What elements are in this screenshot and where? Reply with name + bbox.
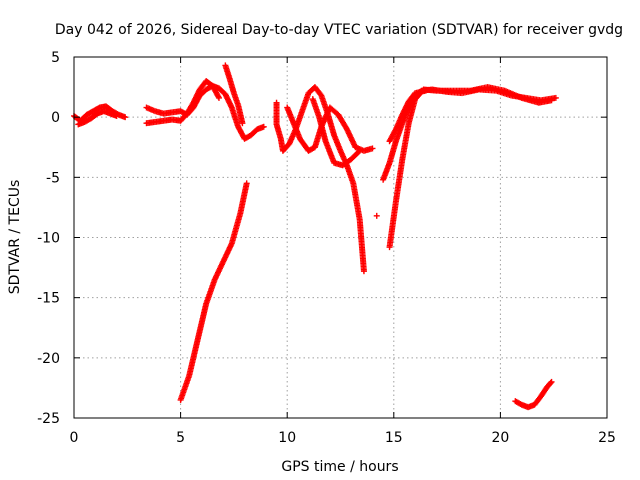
y-tick-label: -10 [37, 231, 60, 247]
data-point [552, 94, 559, 101]
axis-ticks: 0 5 10 15 20 25 5 0 -5 -10 -15 -20 -25 [37, 50, 616, 446]
data-point [122, 114, 129, 121]
data-point [113, 112, 120, 119]
data-point [215, 94, 222, 101]
x-tick-label: 25 [598, 430, 616, 446]
data-point [547, 379, 554, 386]
x-tick-label: 15 [385, 430, 403, 446]
x-tick-label: 20 [491, 430, 509, 446]
chart-title: Day 042 of 2026, Sidereal Day-to-day VTE… [55, 22, 623, 38]
data-point [260, 123, 267, 130]
data-point [548, 97, 555, 104]
data-point [239, 120, 246, 127]
data-point [355, 148, 362, 155]
y-axis-label: SDTVAR / TECUs [7, 180, 23, 295]
data-point [422, 87, 429, 94]
x-axis-label: GPS time / hours [281, 459, 398, 475]
data-marks [71, 62, 559, 411]
x-tick-label: 5 [176, 430, 185, 446]
y-tick-label: -20 [37, 351, 60, 367]
data-point [243, 180, 250, 187]
data-point [373, 212, 380, 219]
x-tick-label: 0 [70, 430, 79, 446]
y-tick-label: -25 [37, 411, 60, 427]
y-tick-label: 5 [51, 50, 60, 66]
x-tick-label: 10 [278, 430, 296, 446]
y-tick-label: 0 [51, 110, 60, 126]
data-point [548, 378, 555, 385]
y-tick-label: -5 [46, 170, 60, 186]
y-tick-label: -15 [37, 291, 60, 307]
data-point [356, 147, 363, 154]
data-point [360, 268, 367, 275]
data-point [369, 145, 376, 152]
